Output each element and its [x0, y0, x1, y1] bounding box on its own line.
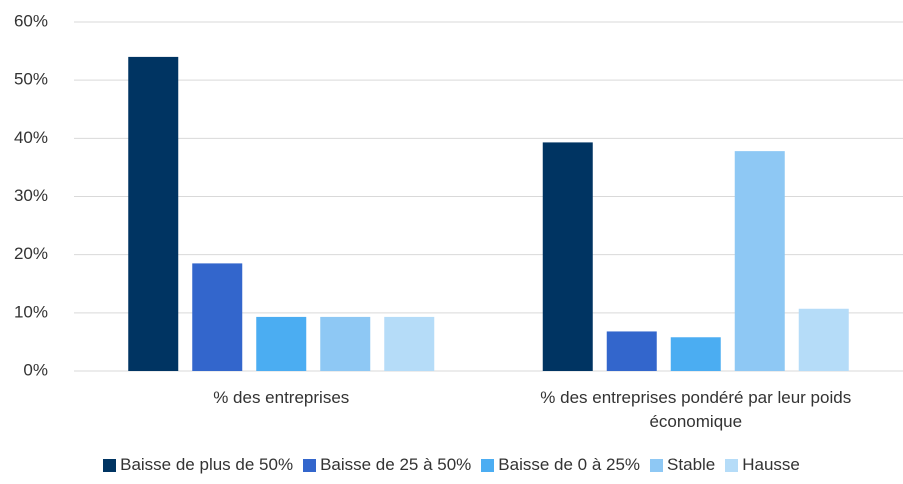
legend-label: Baisse de 25 à 50% — [320, 455, 472, 474]
legend-item: Baisse de plus de 50% — [103, 455, 293, 475]
y-tick-label: 30% — [14, 186, 48, 205]
legend-item: Baisse de 25 à 50% — [303, 455, 471, 475]
y-tick-label: 60% — [14, 11, 48, 30]
y-tick-label: 0% — [23, 360, 48, 379]
plot: 0% 10% 20% 30% 40% 50% 60% — [14, 11, 903, 379]
bar — [670, 337, 721, 371]
bar — [798, 308, 849, 371]
legend-swatch — [303, 458, 317, 472]
bar — [734, 151, 785, 371]
bar — [128, 56, 179, 372]
legend-swatch — [481, 458, 495, 472]
legend-label: Baisse de 0 à 25% — [498, 455, 641, 474]
legend: Baisse de plus de 50% Baisse de 25 à 50% B… — [0, 455, 903, 475]
legend-label: Stable — [667, 455, 716, 474]
bar — [384, 316, 435, 371]
legend-label: Baisse de plus de 50% — [120, 455, 294, 474]
y-tick-label: 40% — [14, 128, 48, 147]
y-tick-label: 10% — [14, 302, 48, 321]
legend-swatch — [103, 458, 117, 472]
legend-swatch — [650, 458, 664, 472]
x-tick-label: % des entreprises — [213, 388, 350, 407]
legend-item: Hausse — [725, 455, 800, 475]
legend-item: Baisse de 0 à 25% — [481, 455, 640, 475]
x-tick-label: % des entreprises pondéré par leur poids… — [540, 388, 852, 431]
y-tick-label: 20% — [14, 244, 48, 263]
legend-label: Hausse — [742, 455, 800, 474]
bar — [542, 142, 593, 371]
legend-item: Stable — [650, 455, 715, 475]
y-tick-label: 50% — [14, 70, 48, 89]
bar — [606, 331, 657, 371]
bar — [192, 263, 243, 371]
legend-swatch — [725, 458, 739, 472]
bar — [256, 316, 307, 371]
bar — [320, 316, 371, 371]
